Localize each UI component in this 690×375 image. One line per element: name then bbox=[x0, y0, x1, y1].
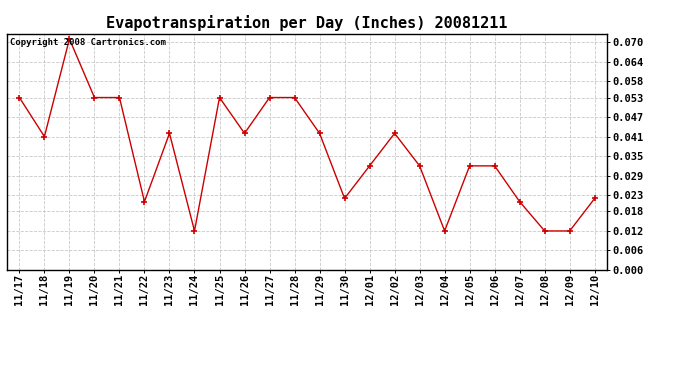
Text: Copyright 2008 Cartronics.com: Copyright 2008 Cartronics.com bbox=[10, 39, 166, 48]
Title: Evapotranspiration per Day (Inches) 20081211: Evapotranspiration per Day (Inches) 2008… bbox=[106, 15, 508, 31]
